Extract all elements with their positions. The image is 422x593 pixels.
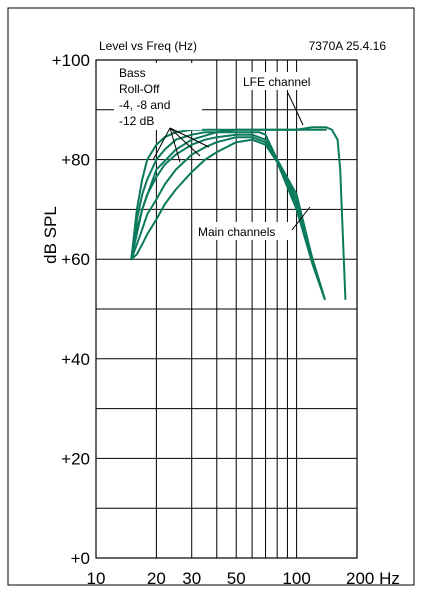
y-tick-label: +40 xyxy=(61,350,90,369)
bass-rolloff-line1: Bass xyxy=(119,66,146,80)
model-date: 7370A 25.4.16 xyxy=(309,39,387,53)
plot-border xyxy=(95,59,358,559)
lfe-annotation: LFE channel xyxy=(238,72,332,126)
x-tick-label: 200 Hz xyxy=(346,569,400,588)
y-ticks: +0 +20 +40 +60 +80 +100 xyxy=(52,51,90,568)
x-tick-label: 50 xyxy=(227,569,246,588)
bass-rolloff-bg xyxy=(114,63,202,130)
chart-title: Level vs Freq (Hz) xyxy=(99,39,197,53)
x-tick-label: 10 xyxy=(87,569,106,588)
series-group xyxy=(130,126,347,300)
lfe-label-bg xyxy=(238,72,332,90)
x-tick-label: 30 xyxy=(182,569,201,588)
pointer-line-2 xyxy=(169,127,181,163)
main-pointer xyxy=(291,206,311,231)
pointer-line-1 xyxy=(152,127,171,161)
series-line-5 xyxy=(130,138,326,300)
lfe-label: LFE channel xyxy=(243,75,310,89)
series-line-6 xyxy=(130,126,347,300)
y-tick-label: +20 xyxy=(61,449,90,468)
bass-rolloff-line2: Roll-Off xyxy=(119,82,160,96)
main-channels-annotation: Main channels xyxy=(194,206,311,240)
page-border xyxy=(7,7,415,586)
main-label-bg xyxy=(194,222,292,240)
bass-rolloff-line4: -12 dB xyxy=(119,114,154,128)
y-tick-label: +100 xyxy=(52,51,90,70)
grid xyxy=(96,60,357,558)
y-axis-label: dB SPL xyxy=(41,206,60,264)
series-line-4 xyxy=(130,136,326,300)
x-tick-label: 20 xyxy=(147,569,166,588)
y-tick-label: +80 xyxy=(61,151,90,170)
series-line-2 xyxy=(130,131,326,300)
pointer-line-3 xyxy=(169,127,201,157)
main-channels-label: Main channels xyxy=(198,225,275,239)
y-tick-label: +0 xyxy=(71,549,90,568)
pointer-line-4 xyxy=(169,127,210,148)
x-tick-label: 100 xyxy=(282,569,310,588)
bass-rolloff-annotation: Bass Roll-Off -4, -8 and -12 dB xyxy=(114,63,210,163)
lfe-pointer xyxy=(287,92,304,126)
y-tick-label: +60 xyxy=(61,250,90,269)
x-ticks: 10 20 30 50 100 200 Hz xyxy=(87,569,400,588)
series-line-1 xyxy=(130,128,327,261)
bass-rolloff-line3: -4, -8 and xyxy=(119,98,170,112)
